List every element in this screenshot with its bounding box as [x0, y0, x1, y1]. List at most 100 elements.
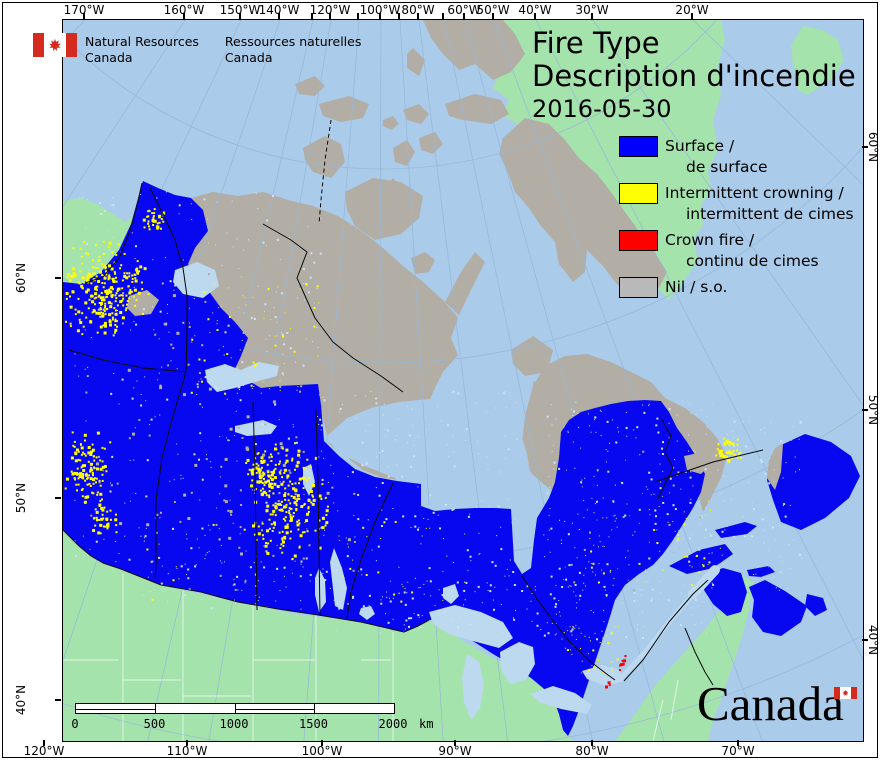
boreal-main	[63, 181, 705, 736]
latitude-tick-right	[862, 409, 868, 411]
scale-label: 2000	[378, 717, 408, 731]
axel-heiberg-island	[407, 48, 425, 76]
longitude-tick-bottom	[321, 740, 323, 746]
longitude-label-bottom: 90°W	[438, 744, 472, 758]
great-slave-lake	[205, 362, 279, 392]
legend-label-nil: Nil / s.o.	[665, 278, 728, 296]
canada-wordmark: Canada	[697, 678, 857, 730]
great-bear-lake	[173, 262, 219, 298]
latitude-tick-left	[55, 699, 61, 701]
longitude-label-top: 160°W	[163, 3, 205, 17]
longitude-label-top: 100°W	[359, 3, 401, 17]
longitude-tick-top	[492, 13, 494, 19]
longitude-label-bottom: 70°W	[721, 744, 755, 758]
nrcan-logo: Natural Resources Canada Ressources natu…	[33, 33, 361, 66]
gaspe-peninsula	[669, 544, 733, 574]
lake-nipigon	[443, 584, 459, 604]
legend-swatch-nil	[619, 277, 658, 298]
longitude-label-top: 120°W	[309, 3, 351, 17]
lake-winnipeg	[330, 548, 347, 610]
longitude-tick-top	[311, 13, 313, 19]
latitude-label-left: 60°N	[14, 262, 28, 294]
banks-island	[303, 136, 345, 178]
longitude-label-bottom: 100°W	[301, 744, 343, 758]
longitude-tick-top	[239, 13, 241, 19]
yukon-nwt-border	[149, 187, 188, 373]
longitude-tick-bottom	[43, 740, 45, 746]
lake-michigan	[462, 654, 484, 720]
new-brunswick	[703, 568, 747, 616]
latitude-label-left: 50°N	[14, 482, 28, 514]
bc-alberta-border	[154, 371, 187, 579]
latitude-label-right: 40°N	[866, 624, 880, 656]
legend-swatch-intermittent	[619, 183, 658, 204]
longitude-tick-top	[463, 13, 465, 19]
logo-fr-line2: Canada	[224, 50, 273, 65]
melville-island	[319, 96, 369, 122]
longitude-label-top: 170°W	[63, 3, 105, 17]
logo-text-fr: Ressources naturelles Canada	[225, 34, 361, 66]
latitude-tick-right	[862, 146, 868, 148]
greenland	[474, 20, 725, 300]
bc-yukon-border	[68, 349, 187, 373]
map-title: Fire Type Description d'incendie 2016-05…	[532, 27, 856, 126]
lake-winnipegosis	[315, 568, 326, 612]
lake-superior	[429, 605, 513, 648]
legend-item-nil: Nil / s.o.	[619, 277, 854, 298]
legend-label-surface: Surface / de surface	[665, 137, 768, 176]
southampton-island	[511, 336, 553, 376]
reindeer-lake	[303, 464, 315, 496]
longitude-tick-top	[379, 13, 381, 19]
longitude-tick-top	[442, 13, 444, 19]
longitude-label-top: 50°W	[476, 3, 510, 17]
baffin-island	[499, 118, 667, 296]
prince-of-wales-island	[393, 140, 415, 166]
ontario-quebec-border	[521, 575, 616, 681]
scale-bar-graphic	[75, 703, 395, 714]
alberta-sask-border	[252, 401, 258, 611]
logo-en-line2: Canada	[85, 50, 133, 65]
title-line1: Fire Type	[532, 26, 660, 60]
alaska-yukon-border	[84, 182, 143, 284]
longitude-label-bottom: 110°W	[166, 744, 208, 758]
sask-manitoba-border	[315, 409, 321, 617]
lake-ontario	[582, 665, 624, 686]
longitude-tick-top	[357, 13, 359, 19]
quebec-labrador-border	[654, 417, 764, 501]
nwt-nunavut-border	[262, 223, 404, 393]
newfoundland-west-coast	[767, 444, 783, 490]
hudson-bay	[325, 399, 539, 582]
longitude-tick-top	[691, 13, 693, 19]
usa-east	[615, 576, 753, 741]
manitoba-ontario-border	[346, 482, 394, 619]
latitude-tick-left	[55, 497, 61, 499]
longitude-label-top: 60°W	[447, 3, 481, 17]
crown-fire-speckles	[605, 655, 627, 689]
wordmark-flag-icon	[833, 687, 857, 699]
logo-text-en: Natural Resources Canada	[85, 34, 199, 66]
longitude-tick-bottom	[737, 740, 739, 746]
longitude-label-top: 40°W	[518, 3, 552, 17]
victoria-island	[345, 178, 423, 240]
longitude-tick-bottom	[186, 740, 188, 746]
foreign-land	[63, 20, 844, 741]
king-william-island	[411, 252, 435, 274]
longitude-label-top: 30°W	[575, 3, 609, 17]
scale-label: 500	[143, 717, 166, 731]
tiny-lake-speckles	[74, 191, 802, 641]
lake-erie	[531, 686, 592, 714]
title-date: 2016-05-30	[532, 95, 672, 123]
canada-us-border-east	[623, 579, 714, 686]
scale-bar-labels: 0 500 1000 1500 2000 km	[71, 717, 433, 731]
vancouver-island	[65, 472, 109, 518]
logo-fr-line1: Ressources naturelles	[224, 34, 362, 49]
smallwood-reservoir	[684, 452, 711, 474]
longitude-label-top: 140°W	[258, 3, 300, 17]
longitude-tick-top	[183, 13, 185, 19]
longitude-tick-top	[591, 13, 593, 19]
logo-en-line1: Natural Resources	[85, 34, 199, 49]
alaska	[63, 182, 149, 312]
prince-patrick-island	[295, 76, 325, 96]
legend-swatch-surface	[619, 136, 658, 157]
